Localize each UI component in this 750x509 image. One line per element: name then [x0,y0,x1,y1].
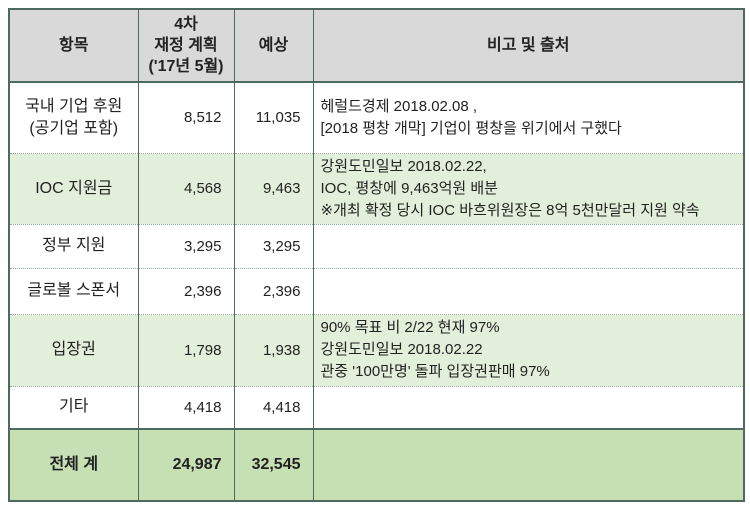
cell-remark: 헤럴드경제 2018.02.08 , [2018 평창 개막] 기업이 평창을 … [312,82,744,154]
cell-plan: 8,512 [137,82,234,154]
cell-expected: 1,938 [233,314,313,387]
cell-item: 국내 기업 후원 (공기업 포함) [8,82,138,154]
header-cell-remark: 비고 및 출처 [312,9,744,83]
table-row-government-support: 정부 지원 3,295 3,295 [8,224,744,269]
cell-item: 기타 [8,386,138,430]
cell-plan: 2,396 [137,268,234,315]
finance-table: 항목 4차 재정 계획 ('17년 5월) 예상 비고 및 출처 국내 기업 후… [8,8,745,502]
cell-expected: 9,463 [233,153,313,225]
header-cell-plan: 4차 재정 계획 ('17년 5월) [137,9,234,83]
table-row-domestic-sponsorship: 국내 기업 후원 (공기업 포함) 8,512 11,035 헤럴드경제 201… [8,82,744,154]
cell-remark [312,224,744,269]
cell-item: 전체 계 [8,428,138,501]
table-row-global-sponsor: 글로볼 스폰서 2,396 2,396 [8,268,744,315]
header-cell-item: 항목 [8,9,138,83]
cell-plan: 4,418 [137,386,234,430]
cell-item: 입장권 [8,314,138,387]
table-row-etc: 기타 4,418 4,418 [8,386,744,430]
header-row: 항목 4차 재정 계획 ('17년 5월) 예상 비고 및 출처 [8,9,744,83]
cell-expected: 2,396 [233,268,313,315]
header-cell-expected: 예상 [233,9,313,83]
cell-expected: 3,295 [233,224,313,269]
cell-expected: 11,035 [233,82,313,154]
cell-plan: 1,798 [137,314,234,387]
cell-remark: 강원도민일보 2018.02.22, IOC, 평창에 9,463억원 배분 ※… [312,153,744,225]
cell-plan: 3,295 [137,224,234,269]
table-row-total: 전체 계 24,987 32,545 [8,428,744,501]
cell-remark [312,386,744,430]
cell-expected: 32,545 [233,428,313,501]
cell-plan: 4,568 [137,153,234,225]
cell-item: 정부 지원 [8,224,138,269]
cell-item: IOC 지원금 [8,153,138,225]
cell-remark [312,268,744,315]
table-row-tickets: 입장권 1,798 1,938 90% 목표 비 2/22 현재 97% 강원도… [8,314,744,387]
cell-expected: 4,418 [233,386,313,430]
cell-item: 글로볼 스폰서 [8,268,138,315]
cell-plan: 24,987 [137,428,234,501]
table-row-ioc-support: IOC 지원금 4,568 9,463 강원도민일보 2018.02.22, I… [8,153,744,225]
cell-remark: 90% 목표 비 2/22 현재 97% 강원도민일보 2018.02.22 관… [312,314,744,387]
cell-remark [312,428,744,501]
